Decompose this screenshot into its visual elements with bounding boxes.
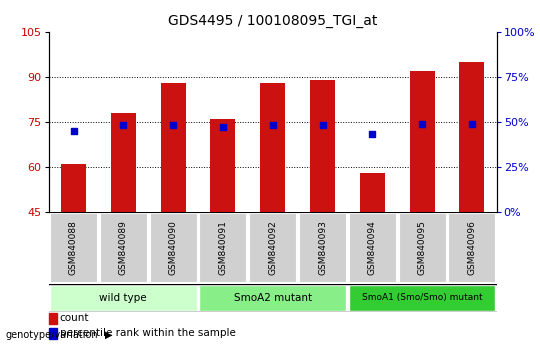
Text: GSM840092: GSM840092 xyxy=(268,221,277,275)
FancyBboxPatch shape xyxy=(349,285,495,311)
Point xyxy=(219,124,227,130)
Point xyxy=(119,122,127,128)
FancyBboxPatch shape xyxy=(349,213,396,282)
FancyBboxPatch shape xyxy=(399,213,445,282)
Point xyxy=(268,122,277,128)
Text: GSM840089: GSM840089 xyxy=(119,221,128,275)
Bar xyxy=(460,62,484,212)
Point xyxy=(418,121,427,126)
Text: GSM840093: GSM840093 xyxy=(318,221,327,275)
Bar xyxy=(410,71,435,212)
Text: GSM840091: GSM840091 xyxy=(218,221,227,275)
Text: SmoA1 (Smo/Smo) mutant: SmoA1 (Smo/Smo) mutant xyxy=(362,293,482,302)
Bar xyxy=(211,119,235,212)
Point xyxy=(368,132,376,137)
Text: GSM840088: GSM840088 xyxy=(69,221,78,275)
Text: GSM840094: GSM840094 xyxy=(368,221,377,275)
Bar xyxy=(49,327,57,339)
Bar xyxy=(61,164,86,212)
Text: percentile rank within the sample: percentile rank within the sample xyxy=(60,328,235,338)
Bar xyxy=(310,80,335,212)
FancyBboxPatch shape xyxy=(100,213,147,282)
Bar xyxy=(161,83,186,212)
FancyBboxPatch shape xyxy=(449,213,495,282)
Text: ▶: ▶ xyxy=(105,330,113,339)
Title: GDS4495 / 100108095_TGI_at: GDS4495 / 100108095_TGI_at xyxy=(168,14,377,28)
FancyBboxPatch shape xyxy=(50,213,97,282)
FancyBboxPatch shape xyxy=(299,213,346,282)
Bar xyxy=(49,313,57,325)
Text: genotype/variation: genotype/variation xyxy=(5,330,98,339)
Text: SmoA2 mutant: SmoA2 mutant xyxy=(234,293,312,303)
FancyBboxPatch shape xyxy=(199,213,246,282)
Bar xyxy=(360,173,384,212)
Text: count: count xyxy=(60,313,89,323)
FancyBboxPatch shape xyxy=(50,285,197,311)
Text: GSM840090: GSM840090 xyxy=(168,221,178,275)
FancyBboxPatch shape xyxy=(150,213,197,282)
Point xyxy=(468,121,476,126)
FancyBboxPatch shape xyxy=(249,213,296,282)
Text: GSM840095: GSM840095 xyxy=(417,221,427,275)
Point xyxy=(318,122,327,128)
Text: GSM840096: GSM840096 xyxy=(468,221,476,275)
Bar xyxy=(260,83,285,212)
Bar xyxy=(111,113,136,212)
Text: wild type: wild type xyxy=(99,293,147,303)
Point xyxy=(69,128,78,134)
FancyBboxPatch shape xyxy=(199,285,346,311)
Point xyxy=(169,122,178,128)
